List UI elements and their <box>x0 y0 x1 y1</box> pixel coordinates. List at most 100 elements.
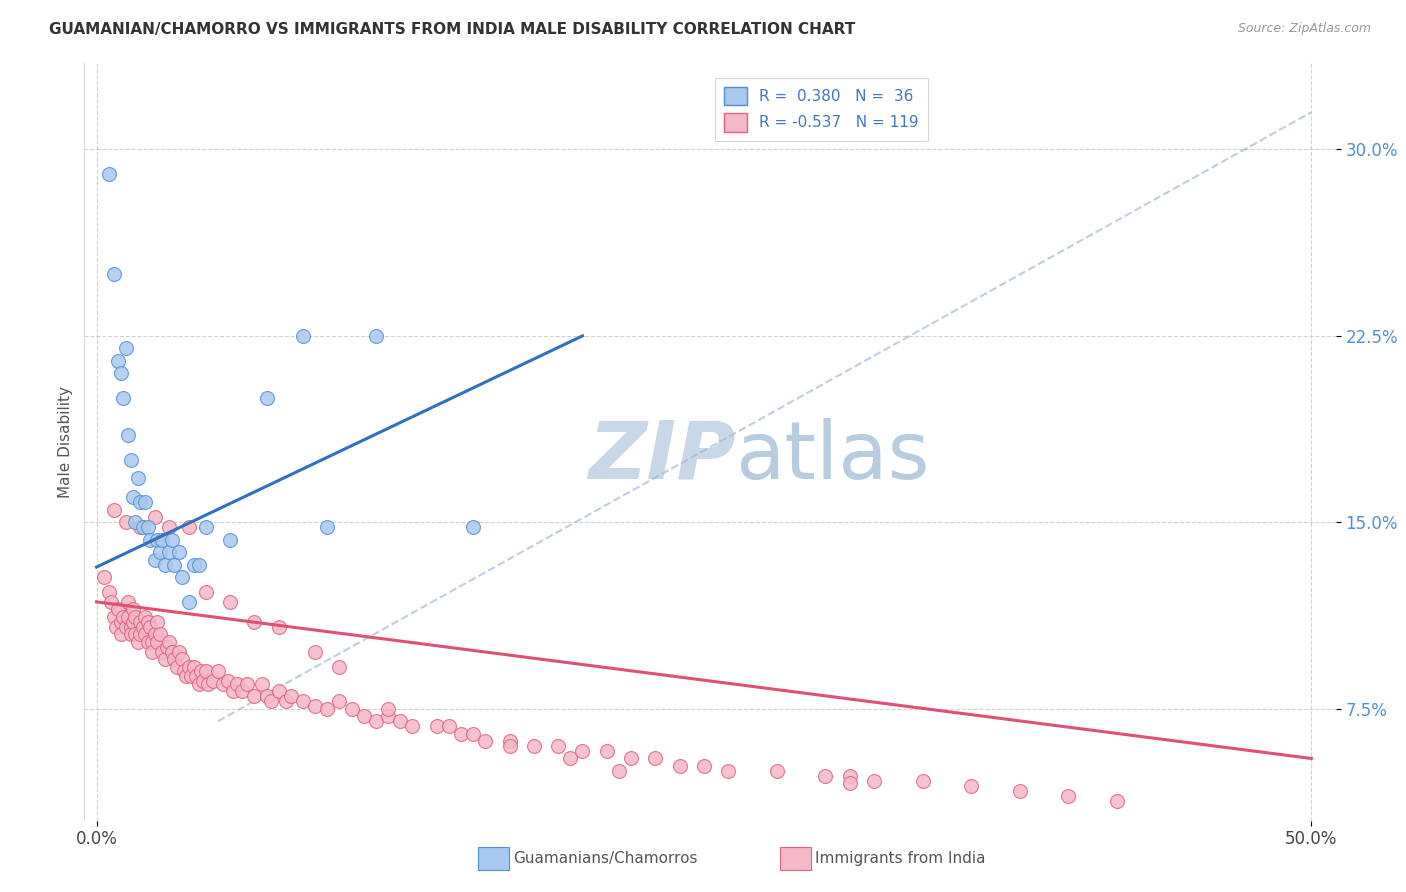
Point <box>110 366 132 380</box>
Point <box>97 585 120 599</box>
Point <box>226 677 249 691</box>
Legend: R =  0.380   N =  36, R = -0.537   N = 119: R = 0.380 N = 36, R = -0.537 N = 119 <box>714 78 928 141</box>
Point <box>136 615 159 629</box>
Y-axis label: Male Disability: Male Disability <box>58 385 73 498</box>
Point <box>328 659 350 673</box>
Point <box>1008 784 1031 798</box>
Point <box>280 690 302 704</box>
Text: GUAMANIAN/CHAMORRO VS IMMIGRANTS FROM INDIA MALE DISABILITY CORRELATION CHART: GUAMANIAN/CHAMORRO VS IMMIGRANTS FROM IN… <box>49 22 855 37</box>
Point <box>103 609 125 624</box>
Point <box>134 627 156 641</box>
Point <box>236 677 259 691</box>
Point <box>103 503 125 517</box>
Point <box>180 669 202 683</box>
Point <box>170 652 193 666</box>
Point <box>157 520 180 534</box>
Point <box>112 609 135 624</box>
Text: Guamanians/Chamorros: Guamanians/Chamorros <box>513 852 697 866</box>
Point <box>250 677 273 691</box>
Point <box>498 739 520 753</box>
Point <box>177 595 200 609</box>
Point <box>197 677 219 691</box>
Point <box>190 665 212 679</box>
Point <box>131 620 153 634</box>
Point <box>177 659 200 673</box>
Point <box>183 558 205 572</box>
Point <box>160 533 183 547</box>
Point <box>187 677 209 691</box>
Point <box>136 634 159 648</box>
Point <box>117 609 139 624</box>
Point <box>170 570 193 584</box>
Point <box>124 627 146 641</box>
Point <box>110 615 132 629</box>
Point <box>107 602 129 616</box>
Point <box>177 520 200 534</box>
Point <box>114 341 136 355</box>
Point <box>838 769 860 783</box>
Point <box>193 674 215 689</box>
Point <box>219 595 242 609</box>
Point <box>340 702 363 716</box>
Point <box>960 779 983 793</box>
Point <box>134 609 156 624</box>
Point <box>389 714 412 729</box>
Text: ZIP: ZIP <box>588 417 735 496</box>
Point <box>463 520 485 534</box>
Point <box>136 520 159 534</box>
Point <box>401 719 423 733</box>
Point <box>149 545 172 559</box>
Point <box>143 627 166 641</box>
Point <box>149 627 172 641</box>
Point <box>100 595 122 609</box>
Point <box>571 744 593 758</box>
Point <box>141 634 163 648</box>
Point <box>146 533 169 547</box>
Point <box>267 684 290 698</box>
Point <box>160 644 183 658</box>
Point <box>256 690 278 704</box>
Point <box>163 652 186 666</box>
Point <box>498 734 520 748</box>
Point <box>150 644 173 658</box>
Point <box>292 329 315 343</box>
Point <box>231 684 253 698</box>
Point <box>766 764 789 778</box>
Point <box>97 167 120 181</box>
Point <box>114 620 136 634</box>
Point <box>117 595 139 609</box>
Point <box>274 694 297 708</box>
Point <box>167 545 190 559</box>
Point <box>243 690 266 704</box>
Point <box>143 552 166 566</box>
Point <box>260 694 283 708</box>
Text: Immigrants from India: Immigrants from India <box>815 852 986 866</box>
Point <box>463 726 485 740</box>
Point <box>437 719 460 733</box>
Point <box>122 615 145 629</box>
Point <box>207 665 229 679</box>
Point <box>110 627 132 641</box>
Point <box>153 652 176 666</box>
Point <box>93 570 115 584</box>
Point <box>120 627 142 641</box>
Point <box>814 769 837 783</box>
Point <box>157 545 180 559</box>
Point <box>644 751 666 765</box>
Point <box>156 640 179 654</box>
Point <box>157 634 180 648</box>
Point <box>693 759 716 773</box>
Point <box>124 516 146 530</box>
Point <box>1105 794 1128 808</box>
Point <box>127 470 149 484</box>
Point <box>107 353 129 368</box>
Point <box>176 669 198 683</box>
Point <box>1057 789 1080 803</box>
Point <box>607 764 630 778</box>
Point <box>120 453 142 467</box>
Point <box>139 620 162 634</box>
Point <box>194 520 217 534</box>
Text: atlas: atlas <box>735 417 929 496</box>
Point <box>219 533 242 547</box>
Point <box>127 634 149 648</box>
